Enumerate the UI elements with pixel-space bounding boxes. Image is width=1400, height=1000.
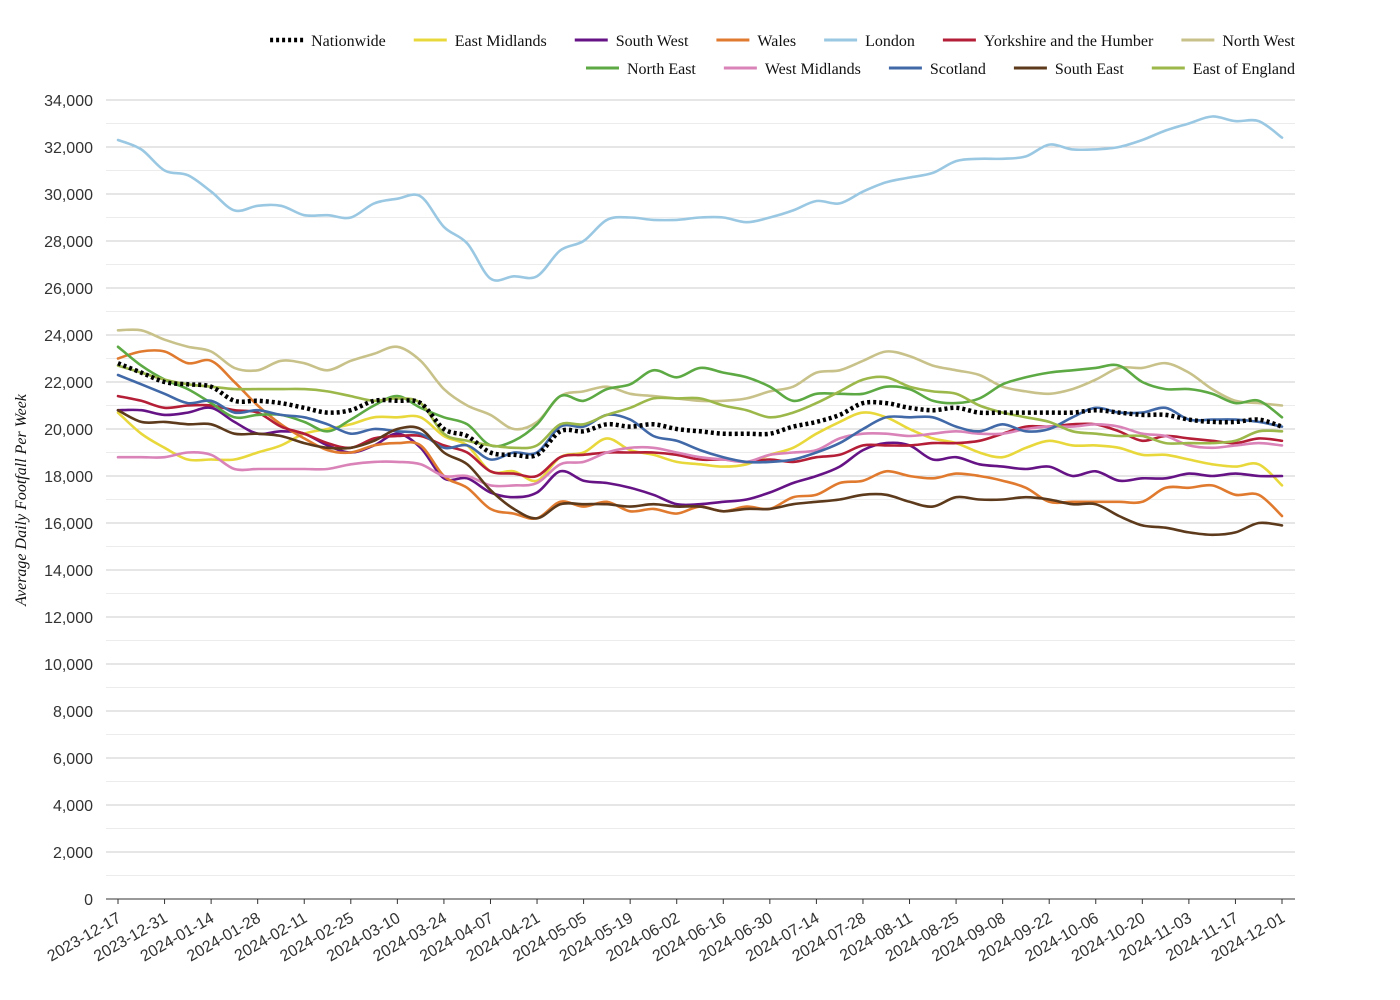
series-line-london xyxy=(116,115,1284,282)
legend-label-east-of-england: East of England xyxy=(1193,61,1295,78)
y-tick-label: 18,000 xyxy=(44,469,93,486)
series-line-south-east xyxy=(116,408,1284,537)
x-axis: 2023-12-172023-12-312024-01-142024-01-28… xyxy=(45,899,1288,965)
legend-label-scotland: Scotland xyxy=(930,61,986,78)
legend-label-nationwide: Nationwide xyxy=(311,33,386,50)
y-tick-label: 30,000 xyxy=(44,187,93,204)
series-lines xyxy=(116,115,1284,537)
series-line-north-west xyxy=(116,328,1284,431)
gridlines xyxy=(106,99,1295,900)
y-tick-label: 4,000 xyxy=(53,798,93,815)
legend-label-yorkshire-and-the-humber: Yorkshire and the Humber xyxy=(984,33,1154,50)
y-axis: 0 2,000 4,000 6,000 8,000 10,000 12,000 14,000 1… xyxy=(44,93,93,909)
y-tick-label: 34,000 xyxy=(44,93,93,110)
legend-label-london: London xyxy=(865,33,915,50)
legend: Nationwide East Midlands South West Wales Lo… xyxy=(270,33,1296,78)
y-tick-label: 10,000 xyxy=(44,657,93,674)
series-line-nationwide xyxy=(117,361,1283,459)
legend-label-wales: Wales xyxy=(757,33,796,50)
y-tick-label: 14,000 xyxy=(44,563,93,580)
y-tick-label: 24,000 xyxy=(44,328,93,345)
series-line-north-east xyxy=(116,345,1284,448)
legend-label-south-west: South West xyxy=(616,33,689,50)
y-tick-label: 26,000 xyxy=(44,281,93,298)
legend-label-west-midlands: West Midlands xyxy=(765,61,861,78)
y-tick-label: 0 xyxy=(84,892,93,909)
y-axis-label: Average Daily Footfall Per Week xyxy=(13,393,30,607)
y-tick-label: 12,000 xyxy=(44,610,93,627)
y-tick-label: 28,000 xyxy=(44,234,93,251)
y-tick-label: 6,000 xyxy=(53,751,93,768)
y-tick-label: 22,000 xyxy=(44,375,93,392)
y-tick-label: 8,000 xyxy=(53,704,93,721)
series-line-east-midlands xyxy=(116,411,1284,487)
series-line-west-midlands xyxy=(116,423,1284,488)
y-tick-label: 2,000 xyxy=(53,845,93,862)
y-tick-label: 16,000 xyxy=(44,516,93,533)
y-tick-label: 32,000 xyxy=(44,140,93,157)
legend-label-east-midlands: East Midlands xyxy=(455,33,547,50)
legend-label-north-west: North West xyxy=(1222,33,1295,50)
y-tick-label: 20,000 xyxy=(44,422,93,439)
series-line-east-of-england xyxy=(116,364,1284,450)
legend-label-south-east: South East xyxy=(1055,61,1124,78)
legend-label-north-east: North East xyxy=(627,61,696,78)
